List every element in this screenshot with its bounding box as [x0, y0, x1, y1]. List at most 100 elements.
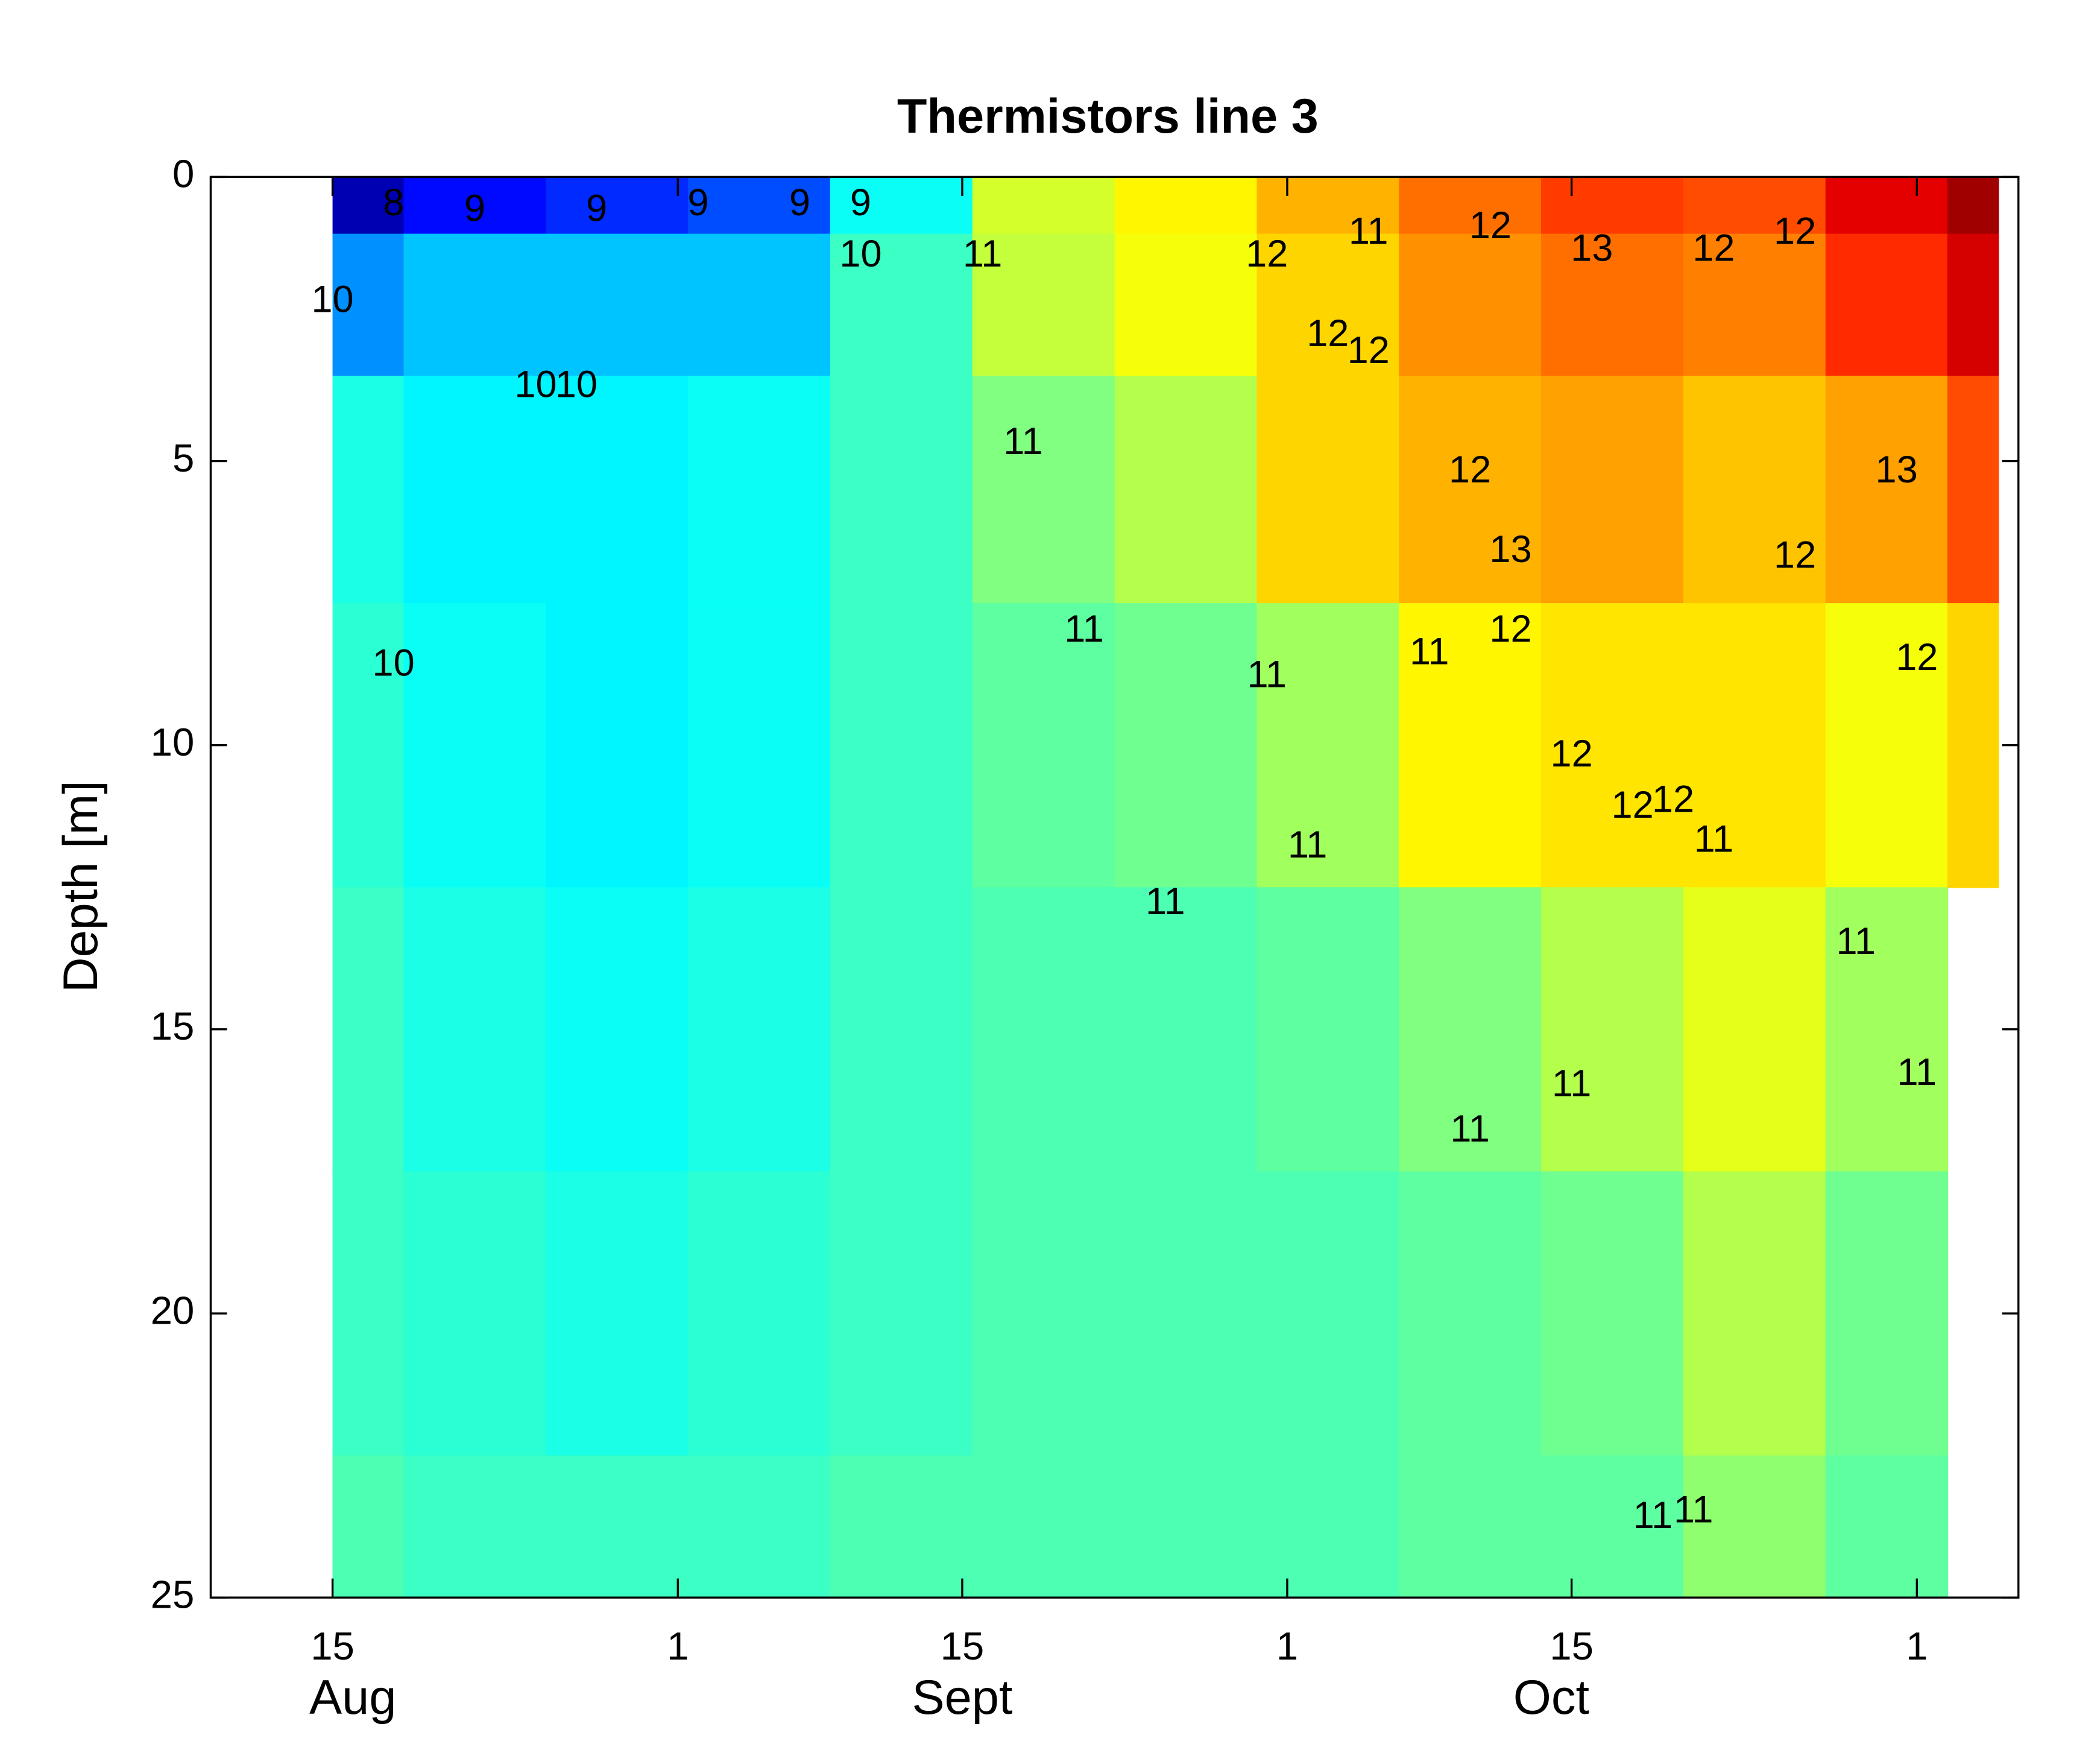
contour-label: 11	[1897, 1051, 1937, 1093]
field-cell	[403, 1171, 547, 1456]
field-cell	[688, 1171, 831, 1456]
field-cell	[688, 233, 831, 377]
field-cell	[546, 1171, 689, 1456]
contour-label: 10	[839, 233, 881, 275]
contour-label: 12	[1449, 449, 1491, 491]
field-cell	[1683, 233, 1827, 377]
contour-label: 11	[1674, 1489, 1714, 1531]
month-label: Aug	[309, 1670, 396, 1725]
field-cell	[1541, 603, 1685, 888]
contour-label: 11	[1247, 653, 1287, 695]
field-cell	[403, 177, 547, 235]
field-cell	[1114, 177, 1258, 235]
field-cell	[1399, 177, 1542, 235]
field-cell	[1541, 887, 1685, 1172]
field-cell	[1114, 887, 1258, 1172]
field-cell	[403, 1455, 547, 1599]
contour-label: 11	[1288, 824, 1328, 866]
field-cell	[972, 887, 1115, 1172]
field-cell	[1947, 233, 1999, 377]
contour-label: 12	[1307, 312, 1349, 355]
field-cell	[1825, 603, 1949, 888]
contour-label: 12	[1489, 608, 1531, 650]
contour-label: 13	[1489, 528, 1531, 570]
y-axis-label: Depth [m]	[54, 780, 108, 993]
contour-label: 11	[1836, 920, 1876, 962]
field-cell	[403, 233, 547, 377]
field-cell	[688, 177, 831, 235]
field-cell	[332, 376, 405, 604]
field-cell	[1947, 177, 1999, 235]
contour-label: 11	[1146, 880, 1185, 923]
field-cell	[688, 376, 831, 604]
contour-label: 13	[1571, 227, 1613, 270]
contour-label: 12	[1550, 733, 1592, 775]
field-cell	[1541, 376, 1685, 604]
field-cell	[1114, 233, 1258, 377]
field-cell	[1257, 603, 1400, 888]
field-cell	[332, 233, 405, 377]
field-cell	[546, 376, 689, 604]
field-cell	[403, 376, 547, 604]
contour-label: 12	[1246, 233, 1288, 275]
contour-label: 11	[1552, 1063, 1592, 1105]
contour-label: 11	[1064, 608, 1104, 650]
contour-label: 12	[1774, 210, 1816, 252]
field-cell	[1541, 177, 1685, 235]
contour-label: 8	[383, 182, 404, 224]
field-cell	[972, 1171, 1115, 1456]
field-cell	[972, 177, 1115, 235]
field-cell	[1683, 376, 1827, 604]
field-cell	[1257, 887, 1400, 1172]
contour-label: 10	[373, 642, 415, 684]
field-cell	[688, 603, 831, 888]
field-cell	[1683, 177, 1827, 235]
month-label: Oct	[1513, 1670, 1589, 1725]
field-cell	[1825, 1171, 1949, 1456]
contour-label: 11	[1694, 818, 1734, 861]
contour-label: 9	[789, 182, 810, 224]
field-cell	[1825, 887, 1949, 1172]
field-cell	[546, 177, 689, 235]
field-cell	[1399, 887, 1542, 1172]
contour-label: 12	[1612, 784, 1654, 826]
contour-label: 12	[1774, 534, 1816, 576]
contour-label: 10	[555, 364, 598, 406]
field-cell	[972, 233, 1115, 377]
y-tick-label: 0	[172, 152, 194, 196]
field-cell	[1947, 376, 1999, 604]
x-tick-label: 15	[311, 1624, 355, 1668]
field-cell	[403, 603, 547, 888]
field-cell	[1114, 603, 1258, 888]
field-cell	[1399, 603, 1542, 888]
contour-label: 11	[1003, 420, 1043, 463]
contour-label: 11	[1349, 210, 1389, 252]
contour-label: 12	[1469, 204, 1512, 247]
y-tick-label: 20	[151, 1288, 195, 1332]
x-tick-label: 15	[941, 1624, 985, 1668]
field-cell	[403, 887, 547, 1172]
field-cell	[1257, 1455, 1400, 1599]
field-cell	[1257, 177, 1400, 235]
month-label: Sept	[912, 1670, 1012, 1725]
field-cell	[830, 887, 974, 1172]
field-cell	[1683, 1455, 1827, 1599]
contour-label: 12	[1652, 779, 1694, 821]
field-cell	[830, 233, 974, 377]
y-tick-label: 15	[151, 1004, 195, 1048]
contour-label: 13	[1876, 449, 1918, 491]
field-cell	[1825, 376, 1949, 604]
field-cell	[1114, 1171, 1258, 1456]
field-cell	[332, 1455, 405, 1599]
x-tick-label: 15	[1550, 1624, 1594, 1668]
field-cell	[1825, 1455, 1949, 1599]
field-cell	[1399, 233, 1542, 377]
field-cell	[1683, 603, 1827, 888]
field-cell	[972, 376, 1115, 604]
field-cell	[332, 1171, 405, 1456]
x-tick-label: 1	[667, 1624, 689, 1668]
field-cell	[546, 233, 689, 377]
field-cell	[830, 1171, 974, 1456]
